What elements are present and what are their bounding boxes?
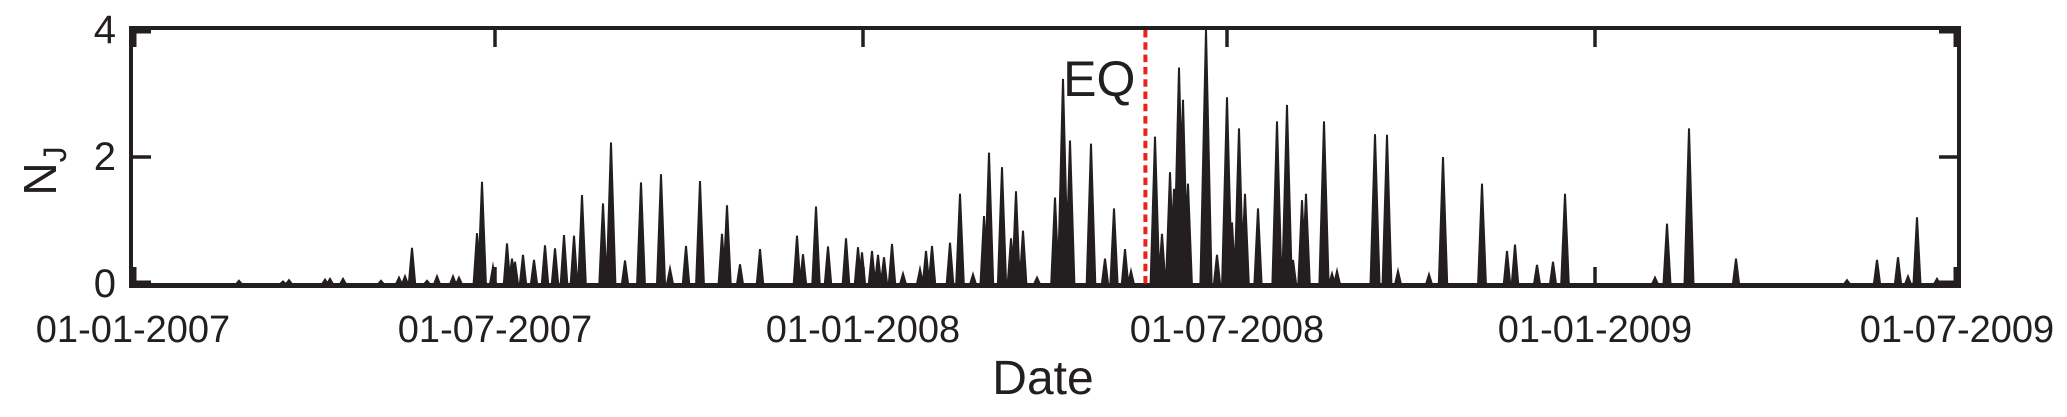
x-axis-tick-label: 01-07-2009: [1859, 309, 2055, 351]
x-axis-tick-label: 01-07-2008: [1129, 309, 1325, 351]
y-axis-tick-label: 2: [93, 135, 116, 179]
eq-label: EQ: [1063, 51, 1135, 107]
axis-tick-marks: [133, 30, 1957, 284]
x-axis-tick-label: 01-07-2007: [397, 309, 593, 351]
plot-area: EQ: [129, 26, 1961, 288]
y-axis-tick-label: 0: [93, 262, 116, 306]
spike-series: [133, 30, 1957, 284]
x-axis-tick-label: 01-01-2009: [1497, 309, 1693, 351]
plot-canvas: EQ: [133, 30, 1957, 284]
x-axis-tick-label: 01-01-2008: [765, 309, 961, 351]
x-axis-title: Date: [992, 352, 1094, 405]
x-axis-tick-label: 01-01-2007: [35, 309, 231, 351]
y-axis-tick-label: 4: [93, 8, 116, 52]
